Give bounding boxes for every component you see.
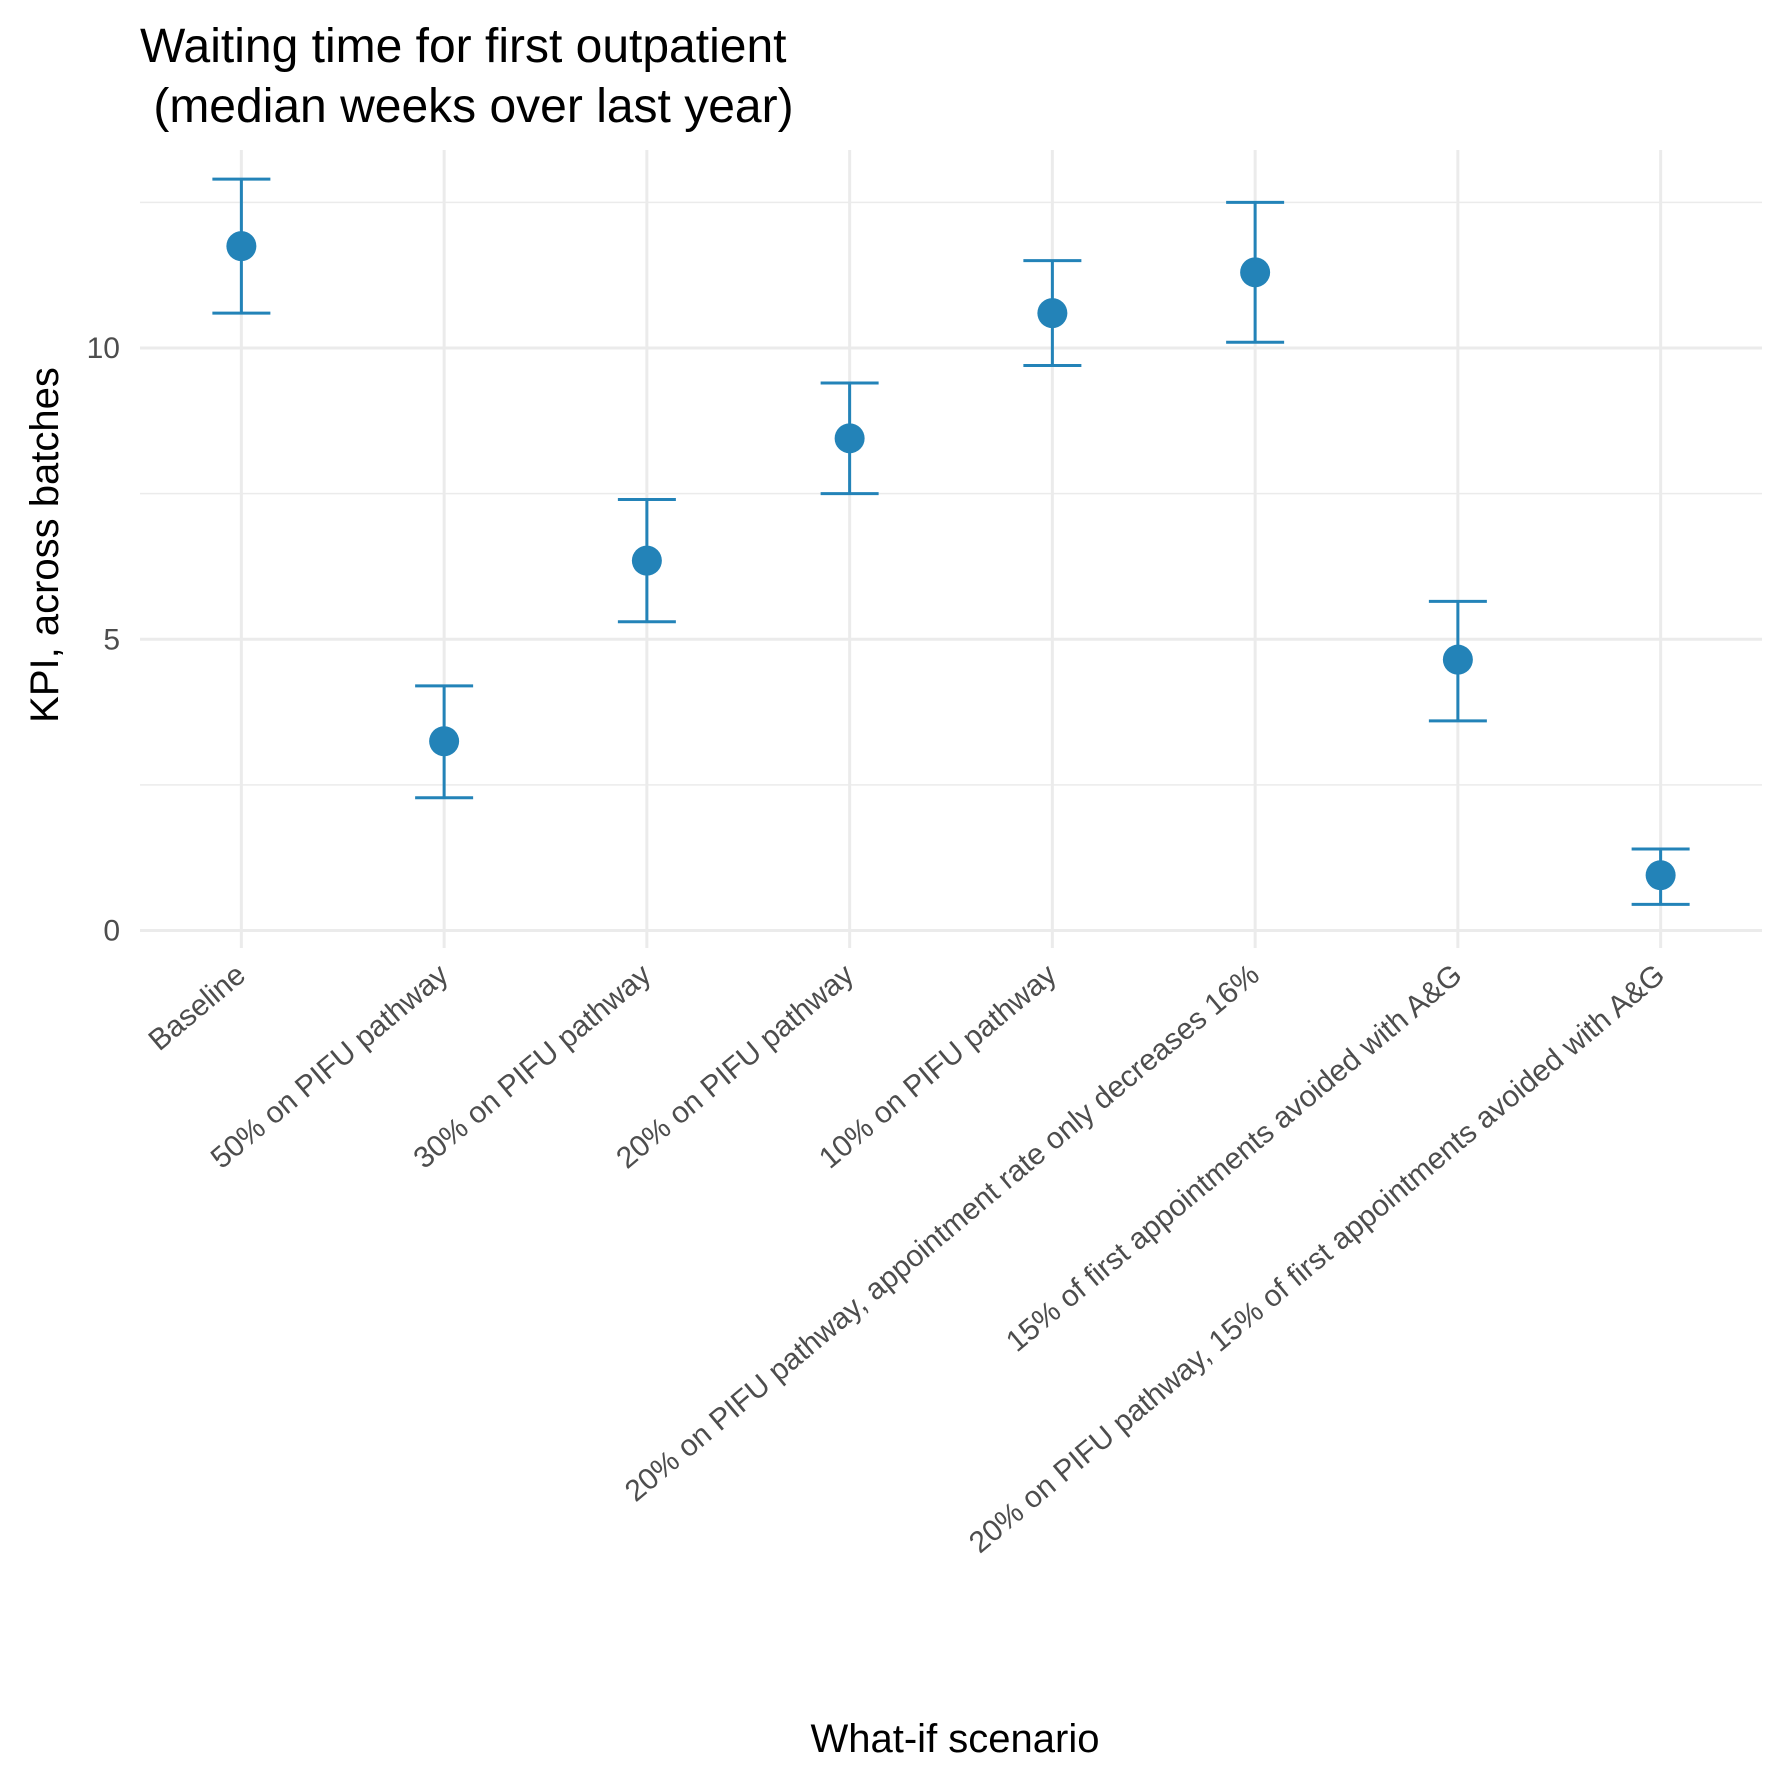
y-tick-label: 10 (87, 332, 120, 365)
data-point (1037, 298, 1068, 329)
grid-layer (140, 150, 1762, 948)
chart-title-line-2: (median weeks over last year) (140, 80, 794, 133)
data-point (1442, 644, 1473, 675)
marks-layer (212, 177, 1690, 906)
data-point (631, 545, 662, 576)
y-tick-label: 5 (103, 623, 120, 656)
x-tick-label: 15% of first appointments avoided with A… (1000, 958, 1468, 1358)
chart-title: Waiting time for first outpatient (media… (140, 20, 794, 133)
data-point (1240, 257, 1271, 288)
x-tick-label: Baseline (143, 958, 252, 1057)
data-point (834, 423, 865, 454)
x-axis-title: What-if scenario (811, 1717, 1100, 1761)
y-axis-title: KPI, across batches (23, 367, 67, 723)
chart-title-line-1: Waiting time for first outpatient (140, 20, 786, 73)
data-point (226, 231, 257, 262)
x-tick-label: 20% on PIFU pathway, 15% of first appoin… (963, 958, 1671, 1560)
y-tick-label: 0 (103, 915, 120, 948)
y-tick-labels: 0 5 10 (87, 332, 120, 947)
data-point (1645, 860, 1676, 891)
data-point (429, 726, 460, 757)
